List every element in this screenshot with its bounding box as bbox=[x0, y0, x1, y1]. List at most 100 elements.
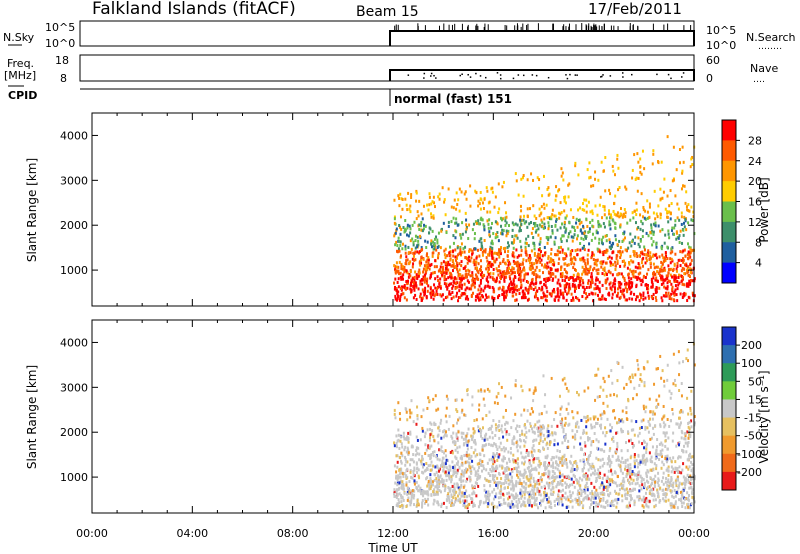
range-cell bbox=[580, 257, 583, 261]
range-cell bbox=[414, 246, 417, 250]
range-cell bbox=[562, 430, 565, 434]
range-cell bbox=[455, 462, 458, 466]
range-cell bbox=[616, 441, 619, 445]
range-cell bbox=[546, 241, 549, 245]
range-cell bbox=[479, 247, 482, 251]
range-cell bbox=[506, 465, 509, 469]
range-cell bbox=[666, 467, 669, 471]
range-cell bbox=[528, 495, 531, 499]
range-cell bbox=[538, 242, 541, 246]
range-cell bbox=[474, 266, 477, 270]
range-cell bbox=[678, 240, 681, 244]
range-cell bbox=[690, 481, 693, 485]
range-cell bbox=[418, 227, 421, 231]
range-cell bbox=[532, 410, 535, 414]
range-cell bbox=[687, 480, 690, 484]
range-cell bbox=[686, 208, 689, 212]
range-cell bbox=[684, 217, 687, 221]
range-cell bbox=[459, 456, 462, 460]
range-cell bbox=[558, 475, 561, 479]
range-cell bbox=[683, 267, 686, 271]
range-cell bbox=[547, 236, 550, 240]
range-cell bbox=[503, 449, 506, 453]
range-cell bbox=[536, 224, 539, 228]
range-cell bbox=[571, 276, 574, 280]
range-cell bbox=[563, 475, 566, 479]
range-cell bbox=[490, 457, 493, 461]
range-cell bbox=[491, 473, 494, 477]
range-cell bbox=[430, 295, 433, 299]
range-cell bbox=[577, 218, 580, 222]
range-cell bbox=[519, 273, 522, 277]
range-cell bbox=[690, 157, 693, 161]
range-cell bbox=[542, 291, 545, 295]
range-cell bbox=[559, 237, 562, 241]
range-cell bbox=[440, 418, 443, 422]
range-cell bbox=[547, 193, 550, 197]
range-cell bbox=[683, 248, 686, 252]
range-cell bbox=[630, 281, 633, 285]
range-cell bbox=[401, 506, 404, 510]
range-cell bbox=[586, 268, 589, 272]
range-cell bbox=[686, 266, 689, 270]
range-cell bbox=[486, 437, 489, 441]
range-cell bbox=[544, 465, 547, 469]
range-cell bbox=[607, 209, 610, 213]
range-cell bbox=[407, 496, 410, 500]
range-cell bbox=[417, 214, 420, 218]
range-cell bbox=[639, 213, 642, 217]
range-cell bbox=[409, 287, 412, 291]
range-cell bbox=[629, 286, 632, 290]
range-cell bbox=[455, 294, 458, 298]
range-cell bbox=[517, 465, 520, 469]
range-cell bbox=[413, 258, 416, 262]
range-cell bbox=[434, 485, 437, 489]
range-cell bbox=[537, 471, 540, 475]
range-cell bbox=[585, 217, 588, 221]
range-cell bbox=[555, 460, 558, 464]
range-cell bbox=[642, 264, 645, 268]
range-cell bbox=[424, 497, 427, 501]
range-cell bbox=[412, 254, 415, 258]
range-cell bbox=[644, 462, 647, 466]
range-cell bbox=[654, 221, 657, 225]
range-cell bbox=[398, 225, 401, 229]
range-cell bbox=[492, 232, 495, 236]
range-cell bbox=[652, 211, 655, 215]
range-cell bbox=[504, 272, 507, 276]
range-cell bbox=[645, 256, 648, 260]
range-cell bbox=[413, 503, 416, 507]
range-cell bbox=[678, 258, 681, 262]
range-cell bbox=[523, 460, 526, 464]
range-cell bbox=[664, 251, 667, 255]
range-cell bbox=[394, 416, 397, 420]
range-cell bbox=[518, 229, 521, 233]
range-cell bbox=[413, 288, 416, 292]
range-cell bbox=[428, 203, 431, 207]
range-cell bbox=[670, 460, 673, 464]
range-cell bbox=[652, 240, 655, 244]
range-cell bbox=[602, 401, 605, 405]
range-cell bbox=[547, 256, 550, 260]
range-cell bbox=[609, 447, 612, 451]
range-cell bbox=[395, 229, 398, 233]
range-cell bbox=[646, 210, 649, 214]
range-cell bbox=[420, 255, 423, 259]
range-cell bbox=[660, 278, 663, 282]
range-cell bbox=[631, 297, 634, 301]
range-cell bbox=[688, 252, 691, 256]
range-cell bbox=[571, 429, 574, 433]
range-cell bbox=[399, 417, 402, 421]
range-cell bbox=[671, 228, 674, 232]
range-cell bbox=[500, 246, 503, 250]
range-cell bbox=[434, 259, 437, 263]
power-x-ticks bbox=[91, 113, 695, 306]
range-cell bbox=[394, 243, 397, 247]
range-cell bbox=[609, 429, 612, 433]
range-cell bbox=[665, 476, 668, 480]
range-cell bbox=[543, 222, 546, 226]
range-cell bbox=[651, 162, 654, 166]
range-cell bbox=[657, 402, 660, 406]
range-cell bbox=[474, 189, 477, 193]
range-cell bbox=[433, 283, 436, 287]
